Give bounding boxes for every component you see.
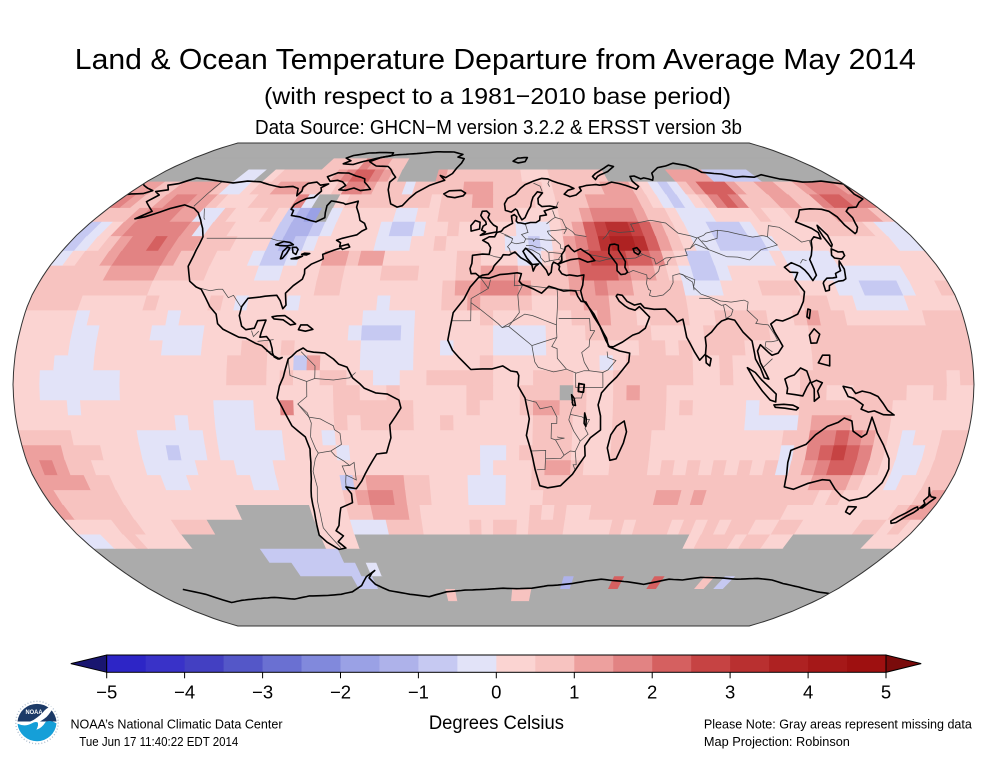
svg-text:−3: −3 [252, 682, 273, 703]
svg-text:Data Source: GHCN−M version 3.: Data Source: GHCN−M version 3.2.2 & ERSS… [255, 117, 742, 139]
svg-text:3: 3 [725, 682, 735, 703]
svg-text:−4: −4 [174, 682, 195, 703]
svg-text:NOAA: NOAA [26, 709, 43, 716]
svg-text:−2: −2 [330, 682, 351, 703]
svg-text:4: 4 [803, 682, 813, 703]
svg-text:−1: −1 [408, 682, 429, 703]
svg-text:0: 0 [491, 682, 501, 703]
svg-text:(with respect to a 1981−2010 b: (with respect to a 1981−2010 base period… [264, 83, 731, 109]
svg-text:−5: −5 [96, 682, 117, 703]
svg-text:Land & Ocean Temperature Depar: Land & Ocean Temperature Departure from … [75, 44, 916, 76]
svg-text:1: 1 [569, 682, 579, 703]
svg-text:2: 2 [647, 682, 657, 703]
svg-text:NOAA’s National Climatic Data: NOAA’s National Climatic Data Center [71, 717, 284, 732]
svg-text:5: 5 [881, 682, 891, 703]
svg-text:Map Projection: Robinson: Map Projection: Robinson [704, 734, 850, 749]
svg-text:Please Note: Gray areas repres: Please Note: Gray areas represent missin… [704, 717, 973, 732]
svg-text:Degrees Celsius: Degrees Celsius [429, 712, 564, 734]
svg-text:Tue Jun 17 11:40:22 EDT 2014: Tue Jun 17 11:40:22 EDT 2014 [79, 734, 238, 749]
